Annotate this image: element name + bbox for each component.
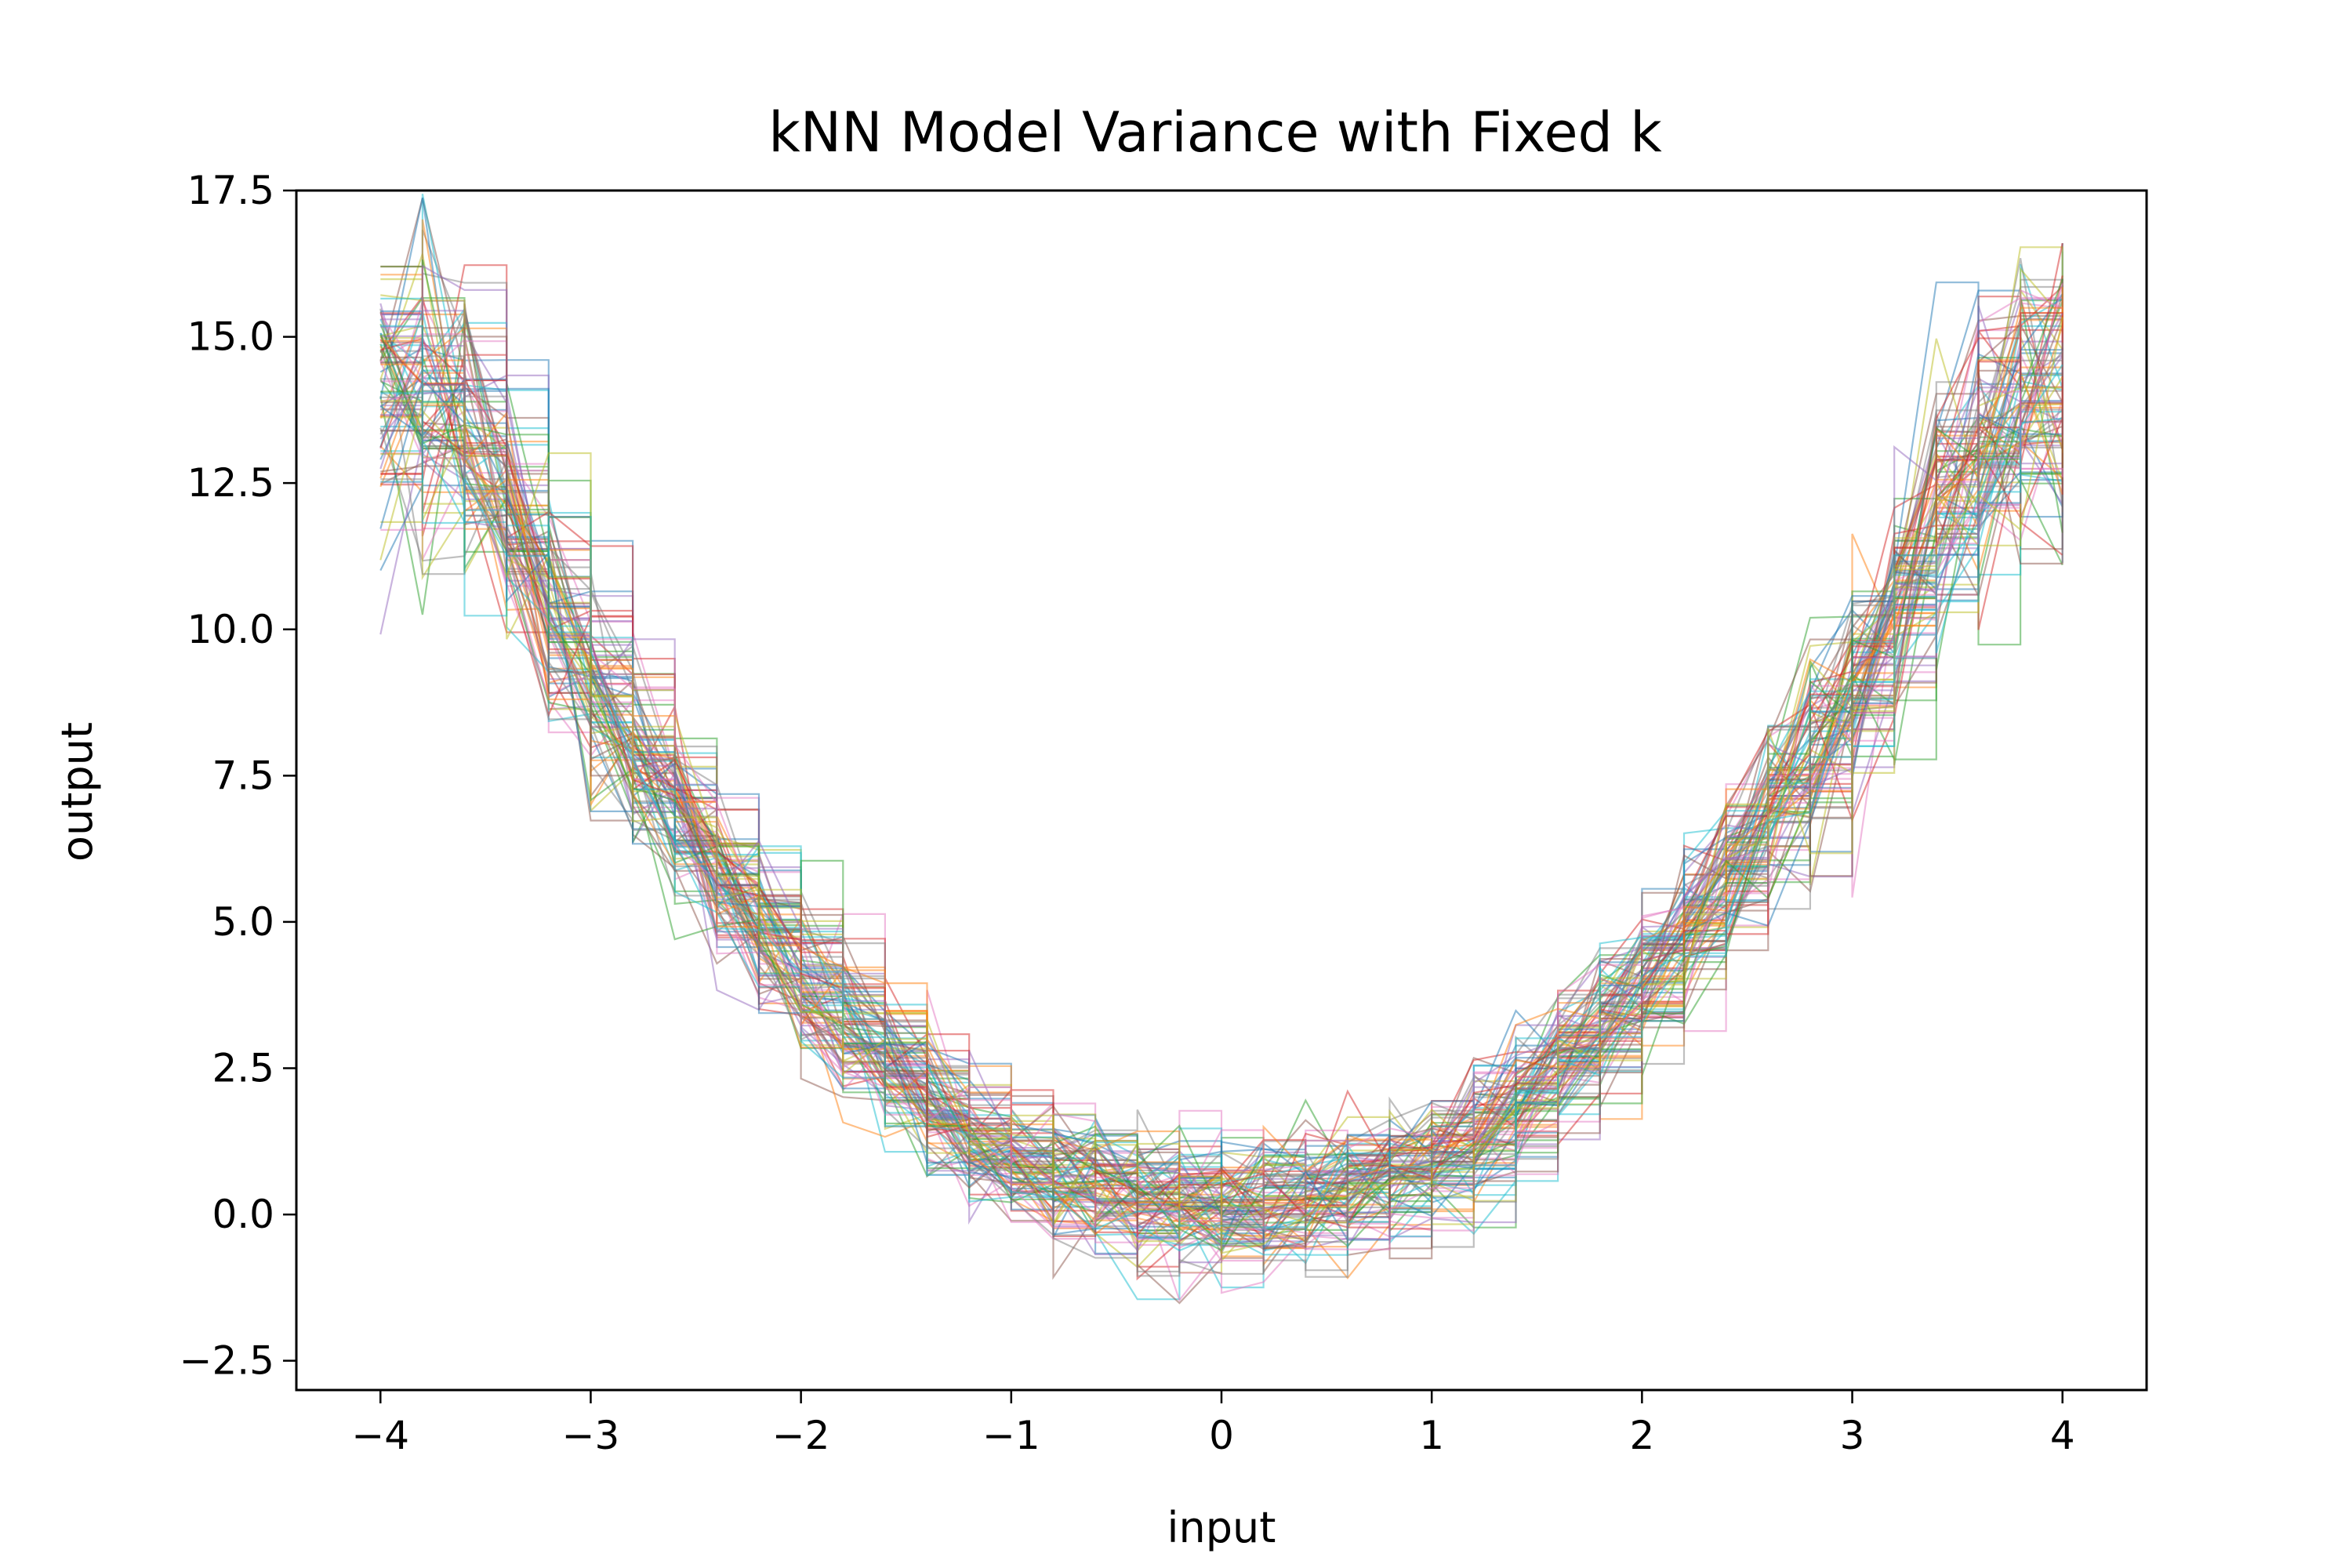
- x-tick-label: 0: [1209, 1413, 1234, 1458]
- y-tick-label: 5.0: [212, 899, 274, 945]
- y-tick-label: −2.5: [180, 1338, 274, 1384]
- x-tick-label: 4: [2050, 1413, 2075, 1458]
- chart-title: kNN Model Variance with Fixed k: [768, 100, 1662, 165]
- y-tick-label: 17.5: [187, 168, 274, 213]
- x-tick-label: −2: [772, 1413, 830, 1458]
- series-line: [380, 312, 2063, 1238]
- series-line: [380, 325, 2063, 1232]
- x-axis-ticks: −4 −3 −2 −1 0 1 2 3 4: [351, 1390, 2075, 1458]
- series-line: [380, 335, 2063, 1273]
- x-tick-label: 1: [1419, 1413, 1444, 1458]
- x-tick-label: 2: [1629, 1413, 1654, 1458]
- series-line: [379, 317, 2063, 1254]
- series-line: [380, 343, 2063, 1256]
- x-axis-label: input: [1167, 1503, 1276, 1552]
- series-line: [379, 347, 2063, 1250]
- x-tick-label: −3: [562, 1413, 620, 1458]
- series-line: [379, 334, 2063, 1252]
- y-tick-label: 7.5: [212, 753, 274, 798]
- y-tick-label: 0.0: [212, 1192, 274, 1237]
- series-line: [379, 337, 2063, 1225]
- y-tick-label: 12.5: [187, 460, 274, 506]
- series-line: [379, 313, 2063, 1250]
- series-group: [379, 193, 2063, 1305]
- y-tick-label: 2.5: [212, 1046, 274, 1091]
- y-tick-label: 10.0: [187, 607, 274, 652]
- y-axis-ticks: −2.5 0.0 2.5 5.0 7.5 10.0 12.5 15.0 17.5: [180, 168, 296, 1384]
- y-tick-label: 15.0: [187, 314, 274, 360]
- y-axis-label: output: [53, 722, 102, 862]
- series-line: [380, 327, 2063, 1260]
- x-tick-label: −1: [982, 1413, 1040, 1458]
- x-tick-label: −4: [351, 1413, 409, 1458]
- x-tick-label: 3: [1840, 1413, 1865, 1458]
